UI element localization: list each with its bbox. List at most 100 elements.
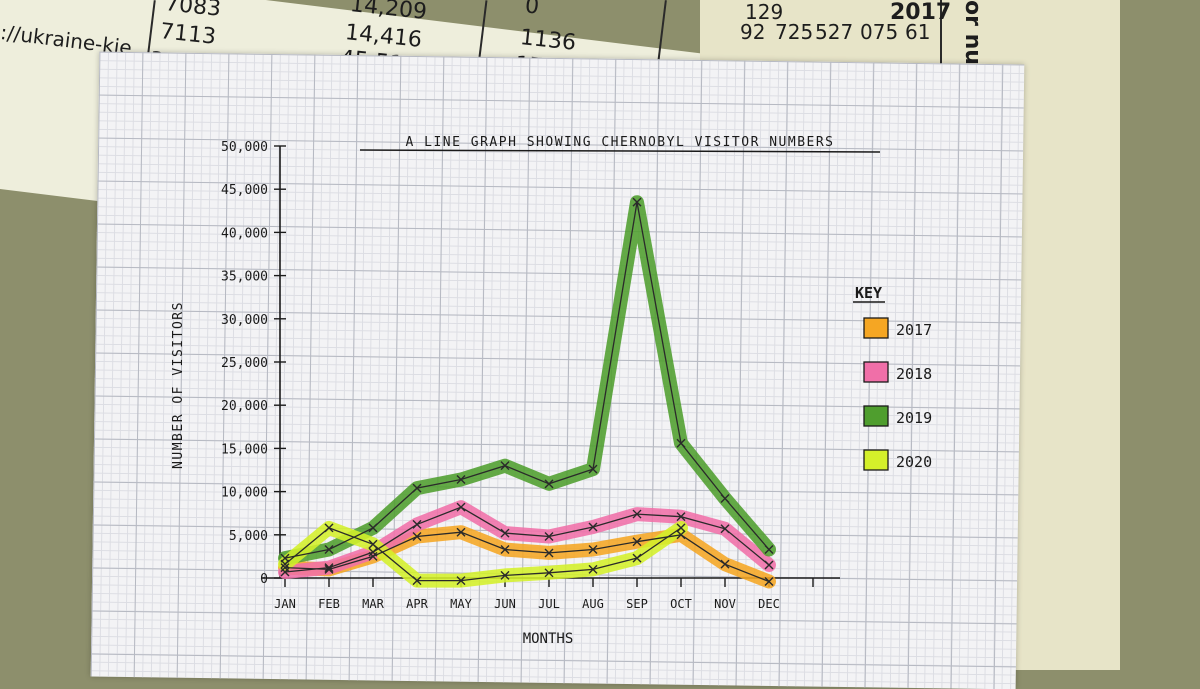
data-point-2018 xyxy=(412,519,422,529)
table-cell: 129 xyxy=(745,0,784,24)
data-point-stroke xyxy=(280,563,290,573)
legend-label-2017: 2017 xyxy=(896,321,932,339)
x-tick-label: NOV xyxy=(714,597,736,611)
data-point-stroke xyxy=(676,512,686,522)
data-point-stroke xyxy=(544,568,554,578)
data-point-stroke xyxy=(544,532,554,542)
data-point-2018 xyxy=(676,512,686,522)
data-point-2020 xyxy=(588,564,598,574)
data-point-stroke xyxy=(456,475,466,484)
data-point-2017 xyxy=(676,530,686,540)
x-axis-label: MONTHS xyxy=(523,631,574,647)
data-point-stroke xyxy=(500,528,510,538)
series-line-2020 xyxy=(284,527,682,582)
data-point-2018 xyxy=(720,524,730,534)
data-point-stroke xyxy=(368,539,378,549)
data-point-stroke xyxy=(720,559,730,569)
data-point-2020 xyxy=(632,553,642,563)
data-point-stroke xyxy=(720,494,730,504)
data-point-stroke xyxy=(588,522,598,532)
legend-swatch-2018 xyxy=(863,361,889,383)
x-tick-label: JUN xyxy=(494,597,516,611)
data-point-2018 xyxy=(500,528,510,538)
data-point-2020 xyxy=(324,523,334,533)
series-line-2018 xyxy=(284,506,770,573)
x-tick-label: AUG xyxy=(582,597,604,611)
data-point-stroke xyxy=(500,570,510,580)
table-cell: 527 xyxy=(815,20,854,44)
y-tick-label: 10,000 xyxy=(221,486,268,501)
data-point-2020 xyxy=(456,576,466,586)
data-point-2017 xyxy=(720,559,730,569)
legend-title: KEY xyxy=(855,284,882,302)
line-chart: A LINE GRAPH SHOWING CHERNOBYL VISITOR N… xyxy=(171,135,932,647)
data-point-2018 xyxy=(324,563,334,573)
x-axis-ticks: JAN FEB MAR APR MAY JUN JUL AUG SEP OCT NOV DEC xyxy=(274,578,814,611)
data-point-2018 xyxy=(588,522,598,532)
data-point-stroke xyxy=(324,563,334,573)
data-point-stroke xyxy=(632,197,642,207)
data-point-stroke xyxy=(676,530,686,540)
x-tick-label: MAY xyxy=(450,597,472,611)
x-tick-label: FEB xyxy=(318,597,340,611)
x-tick-label: JUL xyxy=(538,597,560,611)
data-point-stroke xyxy=(324,523,334,533)
data-point-2020 xyxy=(500,570,510,580)
data-point-2019 xyxy=(720,494,730,504)
data-point-stroke xyxy=(456,502,466,512)
y-tick-label: 15,000 xyxy=(221,442,268,457)
data-point-stroke xyxy=(500,461,510,471)
table-header: 2017 xyxy=(890,0,952,25)
data-point-stroke xyxy=(676,523,686,533)
series-layer xyxy=(278,195,776,589)
data-point-stroke xyxy=(280,567,290,577)
data-point-2017 xyxy=(280,563,290,573)
y-tick-label: 25,000 xyxy=(221,356,268,371)
data-point-2018 xyxy=(280,567,290,577)
x-tick-label: MAR xyxy=(362,597,384,611)
data-point-2017 xyxy=(412,532,422,542)
data-point-stroke xyxy=(412,483,422,493)
data-point-stroke xyxy=(588,544,598,554)
data-point-2020 xyxy=(412,576,422,586)
title-underline xyxy=(359,149,881,153)
table-cell: 61 xyxy=(905,20,931,44)
data-point-2018 xyxy=(368,547,378,557)
data-point-2020 xyxy=(676,523,686,533)
y-axis-label: NUMBER OF VISITORS xyxy=(171,301,186,469)
data-point-2017 xyxy=(500,544,510,554)
data-point-2017 xyxy=(368,551,378,561)
x-tick-label: SEP xyxy=(626,597,648,611)
legend-label-2020: 2020 xyxy=(896,453,932,471)
x-tick-label: APR xyxy=(406,597,428,611)
y-tick-label: 5,000 xyxy=(229,529,268,544)
data-point-2019 xyxy=(588,464,598,474)
data-point-2019 xyxy=(676,438,686,448)
data-point-stroke xyxy=(588,564,598,574)
data-point-stroke xyxy=(544,548,554,558)
table-cell: 92 xyxy=(740,20,766,44)
table-rule xyxy=(940,0,942,80)
data-point-stroke xyxy=(720,524,730,534)
data-point-2018 xyxy=(632,509,642,519)
y-tick-label: 30,000 xyxy=(221,313,268,328)
data-point-stroke xyxy=(280,559,290,569)
legend-label-2018: 2018 xyxy=(896,365,932,383)
data-point-stroke xyxy=(412,532,422,542)
data-point-stroke xyxy=(324,544,334,554)
legend-label-2019: 2019 xyxy=(896,409,932,427)
data-point-stroke xyxy=(544,479,554,489)
data-point-2020 xyxy=(368,539,378,549)
x-tick-label: DEC xyxy=(758,597,780,611)
data-point-2018 xyxy=(456,502,466,512)
series-highlight-2019 xyxy=(278,195,776,566)
data-point-stroke xyxy=(456,576,466,586)
data-point-stroke xyxy=(368,551,378,561)
y-tick-label: 50,000 xyxy=(221,140,268,155)
x-tick-label: JAN xyxy=(274,597,296,611)
data-point-stroke xyxy=(632,553,642,563)
chart-title: A LINE GRAPH SHOWING CHERNOBYL VISITOR N… xyxy=(405,135,834,150)
table-cell: 075 xyxy=(860,20,899,44)
data-point-2019 xyxy=(500,461,510,471)
data-point-2017 xyxy=(456,527,466,537)
